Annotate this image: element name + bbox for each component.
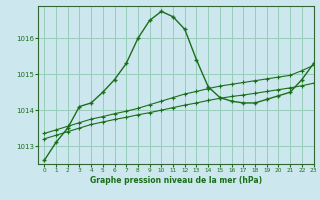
X-axis label: Graphe pression niveau de la mer (hPa): Graphe pression niveau de la mer (hPa): [90, 176, 262, 185]
